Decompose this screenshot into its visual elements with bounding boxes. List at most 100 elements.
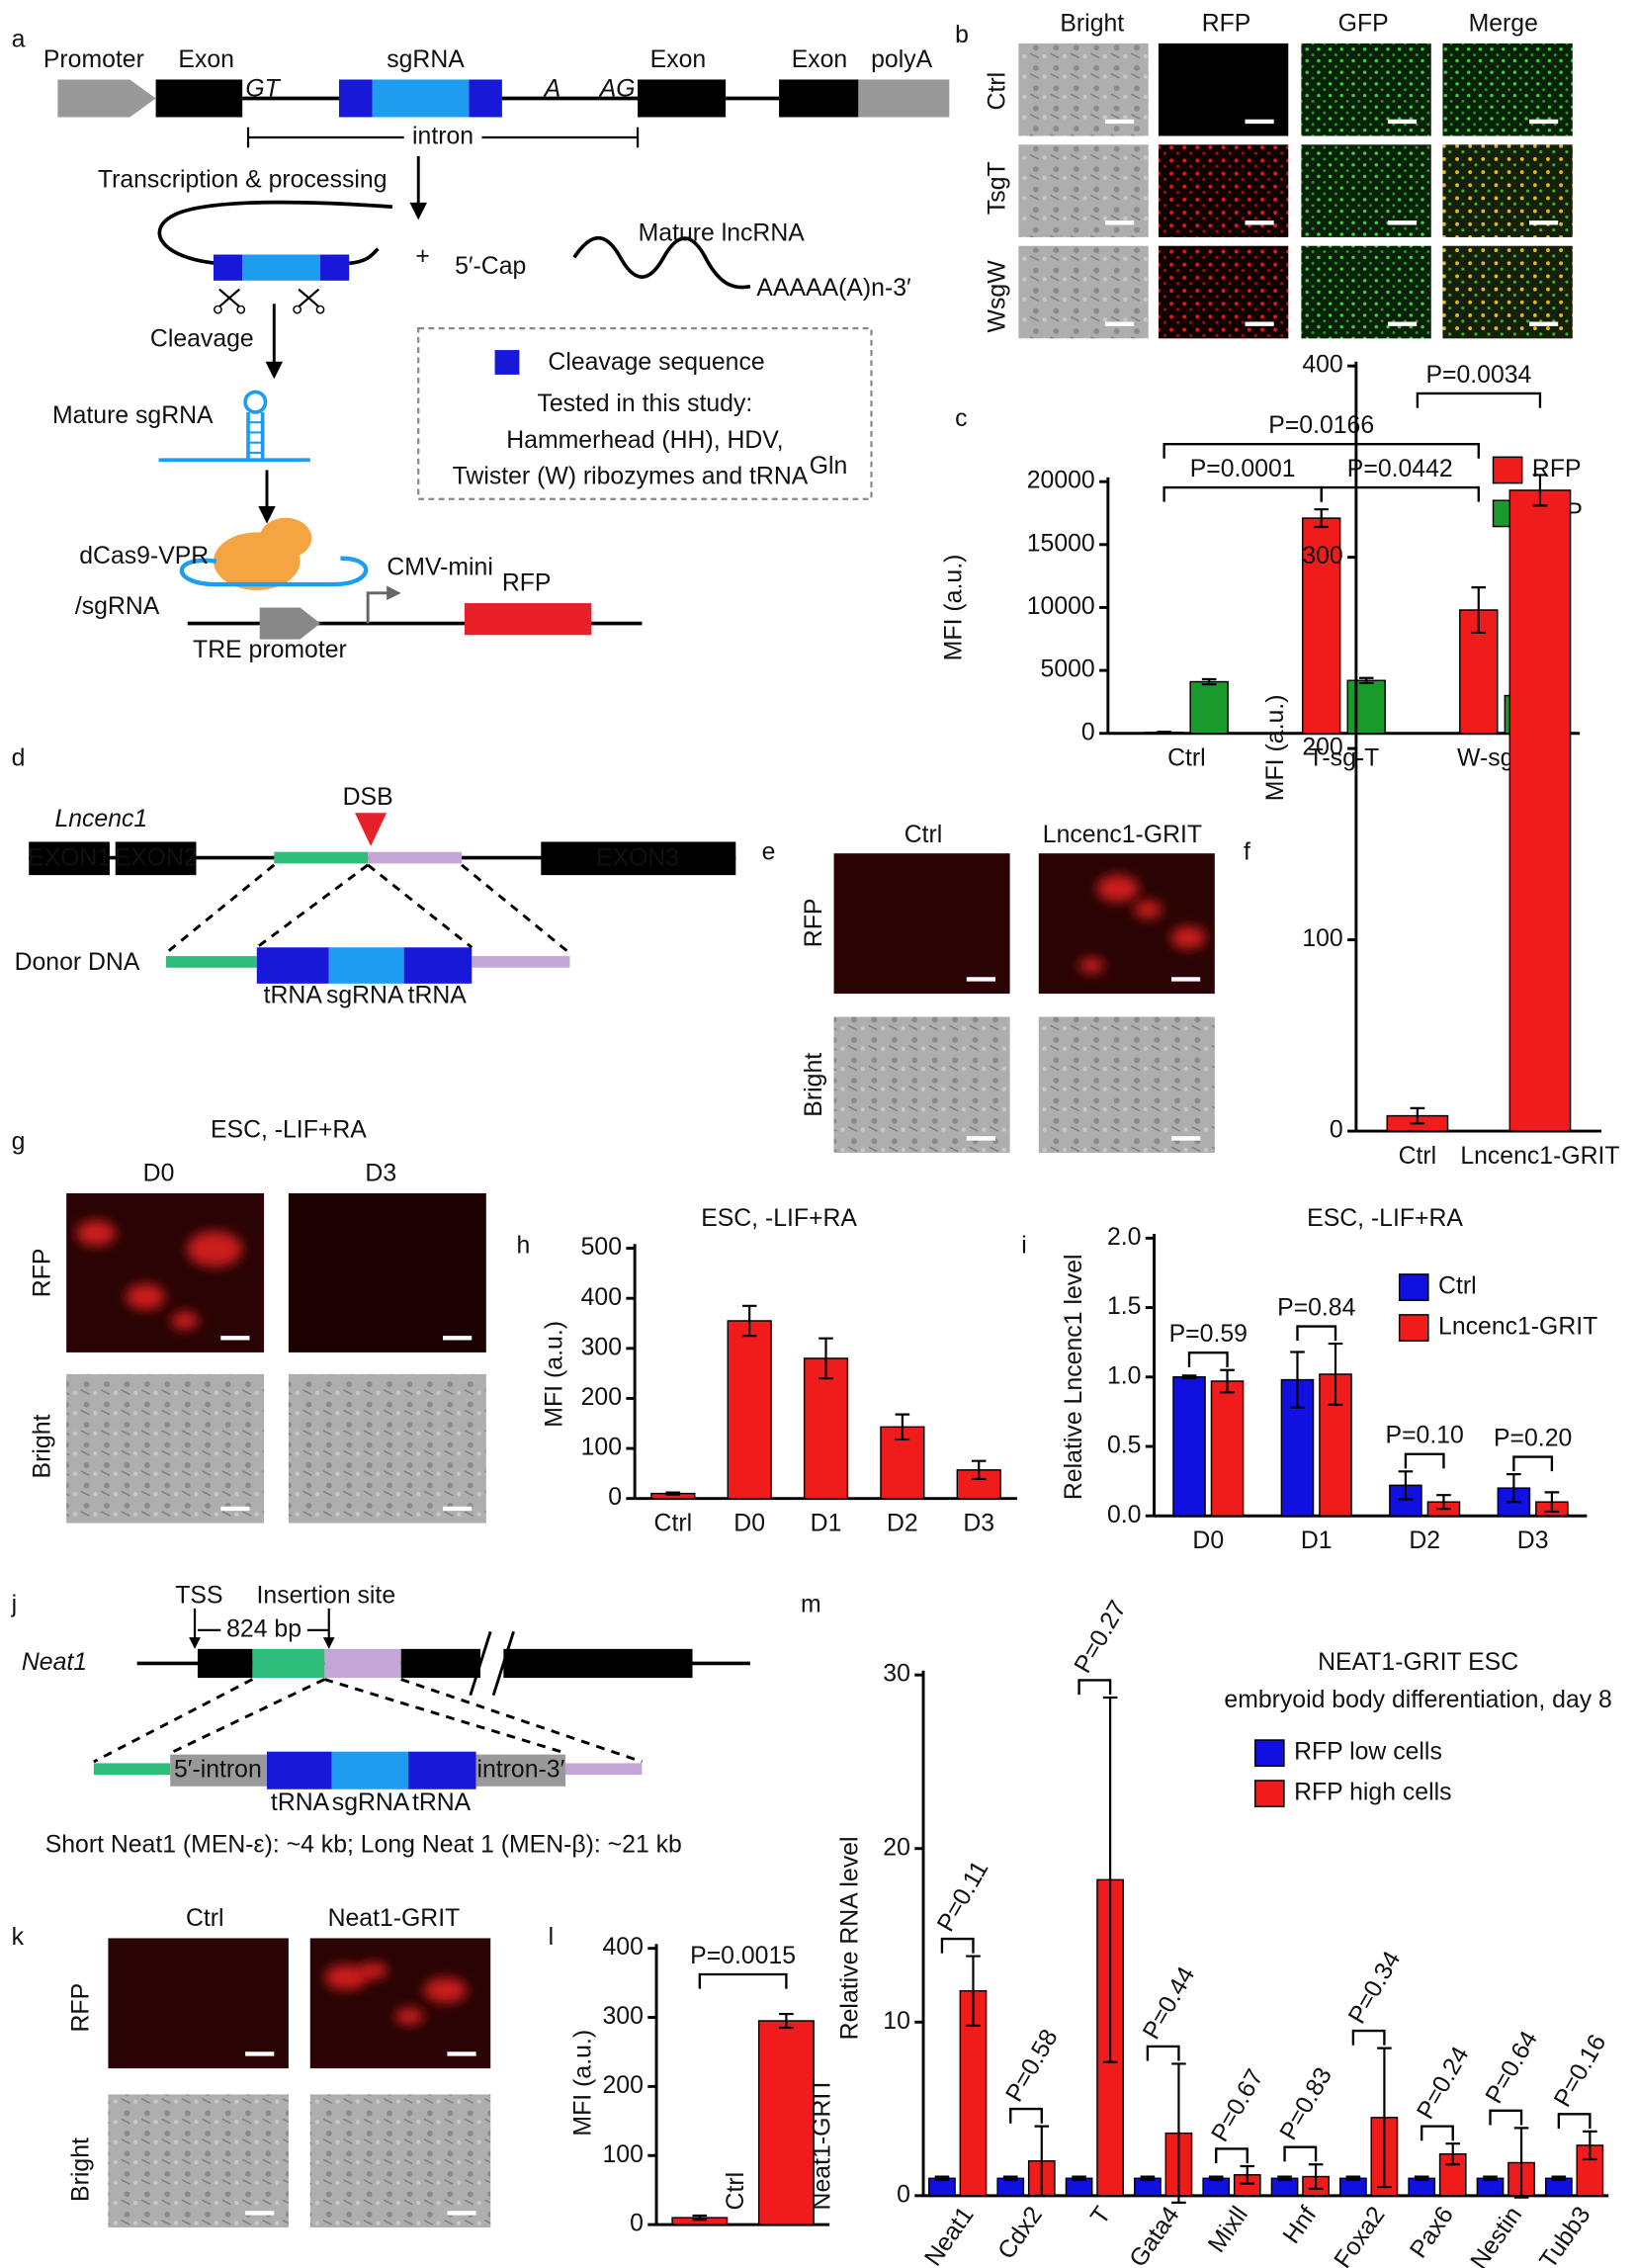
error-bar xyxy=(1140,2175,1156,2182)
significance-bracket xyxy=(1146,2045,1180,2061)
neat1-diagram-rect xyxy=(475,1754,566,1787)
p-value: P=0.84 xyxy=(1277,1295,1355,1322)
rows: TsgT xyxy=(985,161,1011,215)
x-tick-label: Neat1 xyxy=(920,2202,980,2268)
construct-diagram-circle xyxy=(315,305,325,314)
a: A xyxy=(543,75,561,102)
dcas9: dCas9-VPR xyxy=(79,543,209,569)
y-tick-label: 400 xyxy=(1302,352,1342,379)
legend-swatch xyxy=(1253,1739,1285,1768)
error-bar xyxy=(1436,1494,1451,1511)
construct-diagram-rect xyxy=(464,603,592,636)
x-tick-label: Hnf xyxy=(1278,2202,1322,2248)
construct-diagram-polygon xyxy=(409,202,427,220)
tested-3: Twister (W) ribozymes and tRNA xyxy=(453,463,809,489)
p-value: P=0.0034 xyxy=(1425,362,1531,389)
x-tick-label: Gata4 xyxy=(1125,2202,1185,2268)
p-value: P=0.64 xyxy=(1481,2027,1543,2109)
neat1-diagram xyxy=(93,1608,750,1789)
neat1-diagram-rect xyxy=(324,1648,401,1679)
y-tick-label: 15000 xyxy=(1027,530,1095,557)
error-bar xyxy=(1551,2175,1567,2182)
construct-diagram-circle xyxy=(293,305,302,314)
p-value: P=0.0166 xyxy=(1268,412,1374,439)
error-bar xyxy=(934,2175,950,2182)
micrograph xyxy=(833,853,1010,995)
p-value: P=0.16 xyxy=(1549,2030,1611,2111)
p-value: P=0.0442 xyxy=(1347,456,1453,482)
construct-diagram-polygon xyxy=(387,585,401,601)
plus: + xyxy=(415,243,429,270)
neat1-diagram-polygon xyxy=(322,1637,335,1649)
construct-diagram-polygon xyxy=(258,506,276,524)
micrograph xyxy=(833,1016,1010,1154)
x-tick-label: D1 xyxy=(811,1511,842,1537)
error-bar xyxy=(1290,1351,1305,1409)
error-bar xyxy=(1220,1368,1235,1394)
columns: GFP xyxy=(1338,10,1389,37)
error-bar xyxy=(971,1459,987,1481)
x-tick-label: D2 xyxy=(1409,1527,1440,1554)
y-tick-label: 300 xyxy=(1302,543,1342,569)
bar xyxy=(1346,679,1386,735)
construct-diagram-ellipse xyxy=(259,517,312,559)
locus-diagram-rect xyxy=(472,956,570,968)
error-bar xyxy=(1483,2175,1498,2182)
polya-tail: AAAAA(A)n-3′ xyxy=(756,275,911,302)
locus-diagram-path xyxy=(164,863,571,955)
y-tick-label: 0.5 xyxy=(1107,1433,1141,1459)
x-tick-label: T xyxy=(1086,2202,1117,2229)
error-bar xyxy=(1277,2175,1292,2182)
panel-label: h xyxy=(516,1233,530,1260)
insertion: Insertion site xyxy=(257,1583,396,1610)
dsb: DSB xyxy=(343,784,393,811)
panel-label: e xyxy=(762,839,776,866)
fluorescence xyxy=(394,2008,424,2025)
tested: Tested in this study: xyxy=(537,391,752,417)
error-bar xyxy=(1507,1473,1521,1504)
neat1-diagram-rect xyxy=(252,1648,325,1679)
legend-label: Lncenc1-GRIT xyxy=(1438,1314,1597,1341)
note: Short Neat1 (MEN-ε): ~4 kb; Long Neat 1 … xyxy=(45,1831,682,1858)
neat1-diagram-rect xyxy=(170,1754,267,1787)
neat1-diagram-rect xyxy=(266,1751,332,1789)
chart-title: ESC, -LIF+RA xyxy=(1307,1205,1463,1232)
y-tick-label: 300 xyxy=(603,2003,644,2030)
x-tick-label: D0 xyxy=(733,1511,765,1537)
title: ESC, -LIF+RA xyxy=(211,1117,367,1144)
y-axis-label: MFI (a.u.) xyxy=(941,555,968,661)
donor: Donor DNA xyxy=(15,949,140,976)
construct-diagram xyxy=(57,79,950,640)
columns: Neat1-GRIT xyxy=(328,1905,461,1932)
bar xyxy=(727,1320,772,1500)
p-value: P=0.0001 xyxy=(1190,456,1296,482)
parts: 5′-intron xyxy=(174,1756,262,1783)
error-bar xyxy=(1328,1342,1343,1406)
micrograph xyxy=(66,1373,265,1524)
neat1-diagram-rect xyxy=(93,1763,171,1776)
legend-swatch xyxy=(1253,1780,1285,1808)
x-tick-label: D1 xyxy=(1301,1527,1333,1554)
panel-label: c xyxy=(955,405,967,432)
locus-diagram-rect xyxy=(115,841,197,876)
y-tick-label: 200 xyxy=(1302,735,1342,761)
bar xyxy=(1210,1380,1245,1517)
y-tick-label: 100 xyxy=(1302,925,1342,952)
construct-diagram-path xyxy=(157,200,393,266)
error-bar xyxy=(1171,2062,1186,2204)
significance-bracket xyxy=(1557,2113,1592,2129)
construct-diagram-polyline xyxy=(366,591,390,624)
y-axis-label: MFI (a.u.) xyxy=(570,2030,597,2137)
p-value: P=0.44 xyxy=(1138,1963,1200,2045)
construct-diagram-rect xyxy=(155,79,243,118)
fluorescence xyxy=(359,1962,388,1979)
significance-bracket xyxy=(1416,392,1542,408)
y-tick-label: 0 xyxy=(1081,719,1095,745)
x-tick-label: Mixll xyxy=(1203,2202,1253,2257)
error-bar xyxy=(1345,2175,1361,2182)
micrographs xyxy=(66,43,1573,2228)
p-value: P=0.67 xyxy=(1207,2065,1269,2146)
locus-diagram-rect xyxy=(541,841,736,876)
p-value: P=0.11 xyxy=(932,1857,993,1937)
